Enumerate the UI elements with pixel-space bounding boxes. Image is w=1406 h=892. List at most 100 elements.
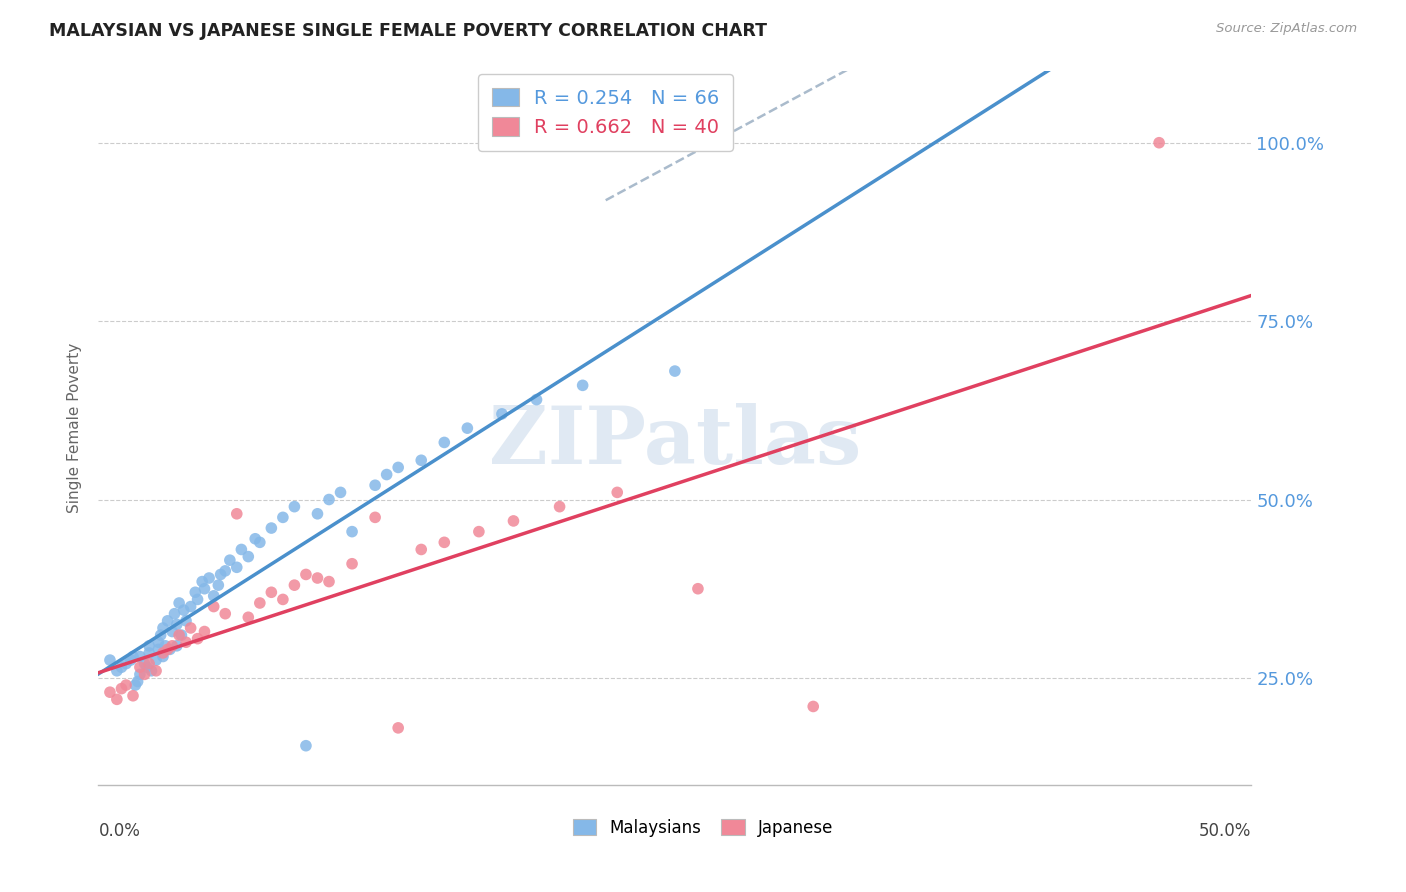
- Point: [307, 571, 329, 585]
- Point: [98, 653, 121, 667]
- Point: [127, 674, 149, 689]
- Point: [184, 585, 207, 599]
- Point: [193, 624, 215, 639]
- Point: [340, 557, 363, 571]
- Point: [193, 582, 215, 596]
- Point: [375, 467, 398, 482]
- Point: [468, 524, 491, 539]
- Point: [122, 649, 145, 664]
- Point: [120, 653, 142, 667]
- Point: [433, 435, 456, 450]
- Point: [548, 500, 571, 514]
- Point: [411, 453, 433, 467]
- Legend: Malaysians, Japanese: Malaysians, Japanese: [567, 813, 839, 844]
- Point: [433, 535, 456, 549]
- Point: [166, 639, 188, 653]
- Point: [149, 628, 172, 642]
- Point: [152, 621, 174, 635]
- Point: [218, 553, 240, 567]
- Point: [159, 642, 181, 657]
- Point: [166, 617, 188, 632]
- Point: [156, 642, 179, 657]
- Point: [295, 739, 318, 753]
- Point: [606, 485, 628, 500]
- Point: [231, 542, 253, 557]
- Point: [502, 514, 524, 528]
- Point: [138, 646, 160, 660]
- Point: [225, 560, 247, 574]
- Point: [152, 646, 174, 660]
- Point: [135, 660, 157, 674]
- Point: [134, 667, 156, 681]
- Point: [138, 639, 160, 653]
- Point: [307, 507, 329, 521]
- Point: [156, 614, 179, 628]
- Point: [387, 460, 409, 475]
- Point: [148, 642, 170, 657]
- Point: [180, 599, 202, 614]
- Point: [152, 649, 174, 664]
- Point: [411, 542, 433, 557]
- Point: [138, 657, 160, 671]
- Point: [167, 628, 190, 642]
- Point: [173, 603, 195, 617]
- Point: [134, 657, 156, 671]
- Point: [145, 664, 167, 678]
- Point: [260, 521, 283, 535]
- Point: [110, 660, 132, 674]
- Point: [318, 574, 340, 589]
- Point: [187, 592, 209, 607]
- Point: [340, 524, 363, 539]
- Point: [260, 585, 283, 599]
- Point: [1147, 136, 1170, 150]
- Point: [283, 500, 305, 514]
- Point: [145, 653, 167, 667]
- Point: [148, 635, 170, 649]
- Text: 0.0%: 0.0%: [98, 822, 141, 840]
- Point: [170, 628, 193, 642]
- Point: [664, 364, 686, 378]
- Text: MALAYSIAN VS JAPANESE SINGLE FEMALE POVERTY CORRELATION CHART: MALAYSIAN VS JAPANESE SINGLE FEMALE POVE…: [49, 22, 768, 40]
- Point: [122, 689, 145, 703]
- Point: [801, 699, 824, 714]
- Point: [115, 657, 138, 671]
- Point: [387, 721, 409, 735]
- Point: [160, 624, 183, 639]
- Point: [129, 660, 152, 674]
- Point: [271, 510, 294, 524]
- Point: [271, 592, 294, 607]
- Point: [160, 639, 183, 653]
- Point: [141, 664, 163, 678]
- Point: [283, 578, 305, 592]
- Point: [295, 567, 318, 582]
- Point: [318, 492, 340, 507]
- Text: Source: ZipAtlas.com: Source: ZipAtlas.com: [1216, 22, 1357, 36]
- Text: 50.0%: 50.0%: [1199, 822, 1251, 840]
- Point: [686, 582, 709, 596]
- Point: [364, 510, 387, 524]
- Point: [110, 681, 132, 696]
- Point: [98, 685, 121, 699]
- Point: [129, 649, 152, 664]
- Point: [245, 532, 267, 546]
- Text: ZIPatlas: ZIPatlas: [489, 403, 860, 482]
- Point: [180, 621, 202, 635]
- Point: [187, 632, 209, 646]
- Point: [167, 596, 190, 610]
- Point: [163, 607, 186, 621]
- Point: [456, 421, 478, 435]
- Point: [124, 678, 146, 692]
- Point: [191, 574, 214, 589]
- Point: [225, 507, 247, 521]
- Point: [105, 664, 128, 678]
- Point: [491, 407, 513, 421]
- Point: [571, 378, 593, 392]
- Point: [364, 478, 387, 492]
- Point: [249, 596, 271, 610]
- Point: [202, 599, 225, 614]
- Point: [238, 610, 260, 624]
- Point: [174, 635, 197, 649]
- Point: [155, 639, 177, 653]
- Point: [214, 564, 236, 578]
- Point: [207, 578, 229, 592]
